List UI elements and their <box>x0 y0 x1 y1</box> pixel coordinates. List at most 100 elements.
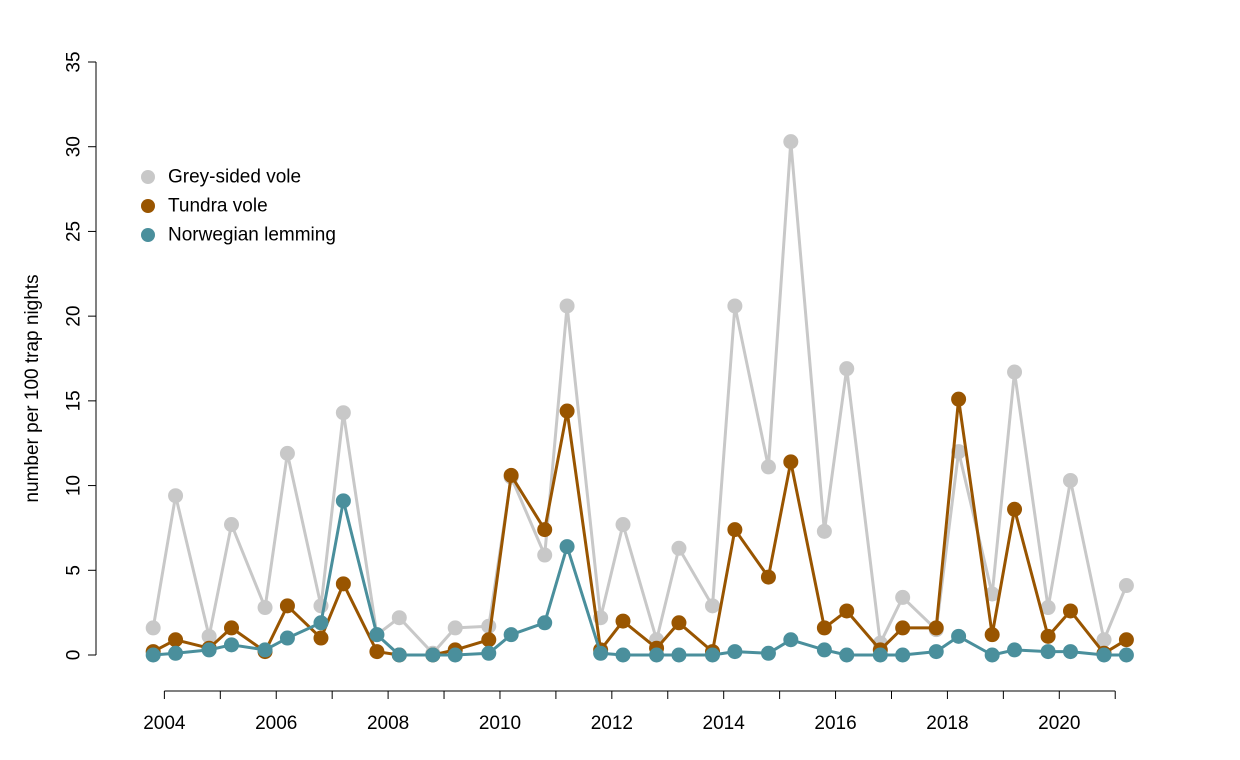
data-point-norwegian-lemming <box>839 647 855 663</box>
data-point-tundra-vole <box>928 620 944 636</box>
x-tick-label: 2004 <box>143 713 186 734</box>
data-point-norwegian-lemming <box>783 632 799 648</box>
legend-label-grey-sided-vole: Grey-sided vole <box>168 167 301 188</box>
data-point-norwegian-lemming <box>279 630 295 646</box>
data-point-norwegian-lemming <box>649 647 665 663</box>
data-point-norwegian-lemming <box>1007 642 1023 658</box>
data-point-norwegian-lemming <box>1062 644 1078 660</box>
data-point-tundra-vole <box>279 598 295 614</box>
data-point-norwegian-lemming <box>760 645 776 661</box>
data-point-grey-sided-vole <box>1062 472 1078 488</box>
data-point-norwegian-lemming <box>727 644 743 660</box>
y-tick-label: 35 <box>64 51 85 72</box>
legend: Grey-sided vole Tundra vole Norwegian lemm… <box>141 167 336 246</box>
data-point-tundra-vole <box>1040 628 1056 644</box>
x-tick-label: 2010 <box>479 713 521 734</box>
x-tick-label: 2008 <box>367 713 409 734</box>
data-point-tundra-vole <box>671 615 687 631</box>
x-tick-label: 2016 <box>814 713 856 734</box>
y-tick-label: 30 <box>64 136 85 157</box>
data-point-norwegian-lemming <box>223 637 239 653</box>
y-tick-label: 25 <box>64 221 85 242</box>
data-point-tundra-vole <box>760 569 776 585</box>
legend-label-norwegian-lemming: Norwegian lemming <box>168 225 336 246</box>
data-point-tundra-vole <box>839 603 855 619</box>
series-tundra-vole <box>145 391 1134 663</box>
data-point-norwegian-lemming <box>481 645 497 661</box>
data-point-grey-sided-vole <box>760 459 776 475</box>
data-point-norwegian-lemming <box>872 647 888 663</box>
data-point-grey-sided-vole <box>257 600 273 616</box>
data-point-tundra-vole <box>984 627 1000 643</box>
data-point-norwegian-lemming <box>951 628 967 644</box>
data-point-norwegian-lemming <box>369 627 385 643</box>
data-point-tundra-vole <box>1007 501 1023 517</box>
legend-marker-tundra-vole <box>141 199 155 213</box>
data-point-tundra-vole <box>727 522 743 538</box>
data-point-norwegian-lemming <box>537 615 553 631</box>
series-layer <box>145 134 1134 663</box>
legend-label-tundra-vole: Tundra vole <box>168 196 268 217</box>
data-point-grey-sided-vole <box>671 540 687 556</box>
legend-marker-grey-sided-vole <box>141 170 155 184</box>
data-point-grey-sided-vole <box>705 598 721 614</box>
data-point-norwegian-lemming <box>1096 647 1112 663</box>
x-tick-label: 2012 <box>591 713 633 734</box>
data-point-grey-sided-vole <box>839 361 855 377</box>
data-point-norwegian-lemming <box>447 647 463 663</box>
series-line-grey-sided-vole <box>151 140 1128 655</box>
data-point-norwegian-lemming <box>503 627 519 643</box>
data-point-tundra-vole <box>335 576 351 592</box>
data-point-norwegian-lemming <box>1118 647 1134 663</box>
data-point-tundra-vole <box>503 467 519 483</box>
series-grey-sided-vole <box>145 134 1134 661</box>
data-point-grey-sided-vole <box>1096 632 1112 648</box>
data-point-norwegian-lemming <box>895 647 911 663</box>
data-point-grey-sided-vole <box>615 517 631 533</box>
data-point-norwegian-lemming <box>671 647 687 663</box>
data-point-norwegian-lemming <box>391 647 407 663</box>
data-point-norwegian-lemming <box>335 493 351 509</box>
data-point-norwegian-lemming <box>816 642 832 658</box>
data-point-grey-sided-vole <box>335 405 351 421</box>
data-point-tundra-vole <box>1118 632 1134 648</box>
data-point-tundra-vole <box>223 620 239 636</box>
data-point-norwegian-lemming <box>145 647 161 663</box>
data-point-tundra-vole <box>369 644 385 660</box>
data-point-tundra-vole <box>537 522 553 538</box>
data-point-norwegian-lemming <box>425 647 441 663</box>
data-point-grey-sided-vole <box>391 610 407 626</box>
data-point-grey-sided-vole <box>447 620 463 636</box>
data-point-grey-sided-vole <box>279 445 295 461</box>
data-point-norwegian-lemming <box>984 647 1000 663</box>
data-point-grey-sided-vole <box>201 628 217 644</box>
data-point-tundra-vole <box>615 613 631 629</box>
data-point-grey-sided-vole <box>223 517 239 533</box>
y-tick-label: 20 <box>64 306 85 327</box>
data-point-grey-sided-vole <box>1007 364 1023 380</box>
data-point-grey-sided-vole <box>727 298 743 314</box>
data-point-norwegian-lemming <box>313 615 329 631</box>
data-point-tundra-vole <box>481 632 497 648</box>
y-tick-label: 15 <box>64 390 85 411</box>
y-tick-label: 0 <box>64 650 85 661</box>
data-point-grey-sided-vole <box>168 488 184 504</box>
data-point-norwegian-lemming <box>928 644 944 660</box>
data-point-tundra-vole <box>783 454 799 470</box>
data-point-norwegian-lemming <box>559 539 575 555</box>
data-point-tundra-vole <box>1062 603 1078 619</box>
data-point-norwegian-lemming <box>168 645 184 661</box>
data-point-tundra-vole <box>951 391 967 407</box>
data-point-grey-sided-vole <box>1040 600 1056 616</box>
data-point-norwegian-lemming <box>257 642 273 658</box>
data-point-grey-sided-vole <box>895 589 911 605</box>
x-tick-label: 2014 <box>703 713 746 734</box>
legend-marker-norwegian-lemming <box>141 228 155 242</box>
data-point-tundra-vole <box>313 630 329 646</box>
x-tick-label: 2020 <box>1038 713 1080 734</box>
data-point-grey-sided-vole <box>145 620 161 636</box>
x-tick-label: 2006 <box>255 713 297 734</box>
y-tick-label: 5 <box>64 565 85 576</box>
data-point-norwegian-lemming <box>705 647 721 663</box>
